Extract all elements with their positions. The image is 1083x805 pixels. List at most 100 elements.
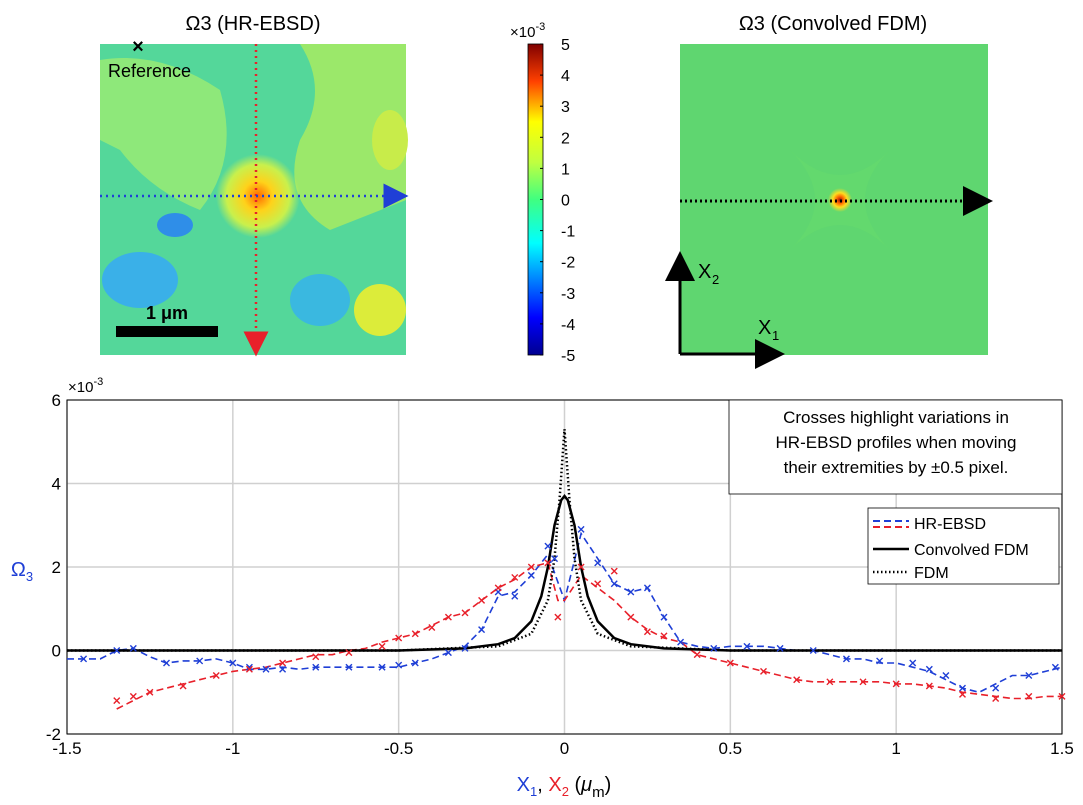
cross-marker: [279, 659, 287, 667]
x-tick-label: 1.5: [1050, 739, 1074, 758]
legend-label-fdm: FDM: [914, 565, 949, 582]
cross-marker: [925, 665, 933, 673]
annotation-line-2: HR-EBSD profiles when moving: [776, 433, 1017, 452]
cross-marker: [876, 657, 884, 665]
cross-marker: [942, 672, 950, 680]
cross-marker: [461, 644, 469, 652]
cross-marker: [959, 690, 966, 698]
cross-marker: [411, 630, 419, 638]
colorbar: ×10-3 5 4 3 2 1 0 -1 -2 -3 -4 -5: [510, 21, 575, 365]
cross-marker: [627, 613, 635, 621]
cross-marker: [80, 655, 88, 663]
axis-x1-label: X: [758, 317, 771, 339]
cross-marker: [312, 653, 320, 661]
colorbar-tick-label: -2: [561, 255, 575, 272]
cross-marker: [909, 659, 917, 667]
cross-marker: [554, 613, 562, 621]
cross-marker: [627, 588, 635, 596]
hr-ebsd-map-blue-spot: [290, 274, 350, 326]
cross-marker: [1025, 672, 1033, 680]
cross-marker: [809, 647, 817, 654]
cross-marker: [345, 663, 353, 671]
cross-marker: [776, 644, 784, 652]
cross-marker: [212, 672, 220, 680]
legend: HR-EBSD Convolved FDM FDM: [867, 507, 1060, 585]
cross-marker: [395, 634, 403, 642]
annotation-box: Crosses highlight variations in HR-EBSD …: [728, 399, 1063, 495]
cross-marker: [146, 688, 154, 696]
cross-marker: [1051, 663, 1059, 671]
reference-cross: ×: [132, 36, 144, 58]
cross-marker: [527, 571, 535, 579]
series-line-convolved-fdm: [67, 493, 1062, 652]
x-axis-label: X1, X2 (μm): [517, 774, 612, 801]
cross-marker: [129, 692, 137, 700]
cross-marker: [793, 676, 801, 684]
scale-bar-label: 1 μm: [146, 303, 188, 323]
left-map-title: Ω3 (HR-EBSD): [186, 13, 321, 35]
cross-marker: [959, 684, 966, 692]
colorbar-tick-label: 5: [561, 37, 570, 54]
colorbar-tick-label: 4: [561, 68, 570, 85]
y-axis-label: Ω3: [11, 559, 33, 584]
y-tick-label: 6: [52, 391, 61, 410]
cross-marker: [760, 667, 767, 675]
cross-marker: [345, 649, 353, 657]
cross-marker: [992, 695, 1000, 703]
x-tick-label: 0.5: [719, 739, 743, 758]
cross-marker: [511, 592, 519, 600]
convolved-fdm-map: Ω3 (Convolved FDM) XX2 2 X 1: [665, 13, 993, 369]
colorbar-tick-label: 3: [561, 99, 570, 116]
cross-marker: [826, 678, 834, 686]
cross-marker: [312, 663, 320, 671]
cross-marker: [660, 632, 668, 640]
right-map-title: Ω3 (Convolved FDM): [739, 13, 927, 35]
profile-chart: -1.5 -1 -0.5 0 0.5 1 1.5 -2 0 2 4 6 ×10-3 Ω3 X1, X2…: [11, 376, 1074, 801]
cross-marker: [378, 642, 386, 650]
cross-marker: [229, 659, 237, 667]
cross-marker: [129, 644, 137, 652]
cross-marker: [444, 613, 452, 621]
cross-marker: [643, 628, 651, 636]
cross-marker: [179, 682, 187, 690]
colorbar-tick-label: -1: [561, 224, 575, 241]
cross-marker: [925, 682, 933, 690]
cross-marker: [594, 559, 602, 567]
hr-ebsd-map-green-region: [100, 58, 227, 210]
cross-marker: [444, 649, 452, 657]
colorbar-tick-label: -4: [561, 317, 575, 334]
cross-marker: [163, 659, 170, 667]
annotation-line-3: their extremities by ±0.5 pixel.: [784, 458, 1009, 477]
cross-marker: [378, 663, 386, 671]
cross-marker: [1025, 692, 1033, 700]
cross-marker: [245, 663, 253, 671]
cross-marker: [428, 624, 436, 632]
cross-marker: [262, 665, 270, 673]
cross-marker: [279, 665, 287, 673]
hr-ebsd-map-yellow-spot: [354, 284, 406, 336]
series-line-hr-ebsd-x2: [116, 561, 1062, 710]
x-tick-label: -0.5: [384, 739, 413, 758]
cross-marker: [892, 680, 900, 688]
x-tick-label: -1: [225, 739, 240, 758]
cross-marker: [245, 665, 253, 673]
cross-marker: [577, 563, 585, 571]
cross-marker: [693, 651, 701, 659]
hr-ebsd-map-blue-spot: [102, 252, 178, 308]
y-tick-label: 2: [52, 558, 61, 577]
cross-marker: [527, 563, 535, 571]
y-tick-label: -2: [46, 725, 61, 744]
hr-ebsd-map-green-region: [100, 44, 406, 230]
cross-marker: [478, 596, 486, 604]
colorbar-tick-label: 0: [561, 193, 570, 210]
cross-marker: [643, 584, 651, 592]
colorbar-tick-label: -3: [561, 286, 575, 303]
cross-marker: [411, 659, 419, 667]
hr-ebsd-map: Ω3 (HR-EBSD) × Reference 1 μm: [100, 13, 409, 357]
scale-bar: [116, 326, 218, 337]
y-tick-label: 0: [52, 642, 61, 661]
colorbar-exponent: ×10-3: [510, 21, 545, 41]
cross-marker: [494, 584, 502, 592]
cross-marker: [710, 644, 718, 652]
cross-marker: [992, 684, 1000, 692]
